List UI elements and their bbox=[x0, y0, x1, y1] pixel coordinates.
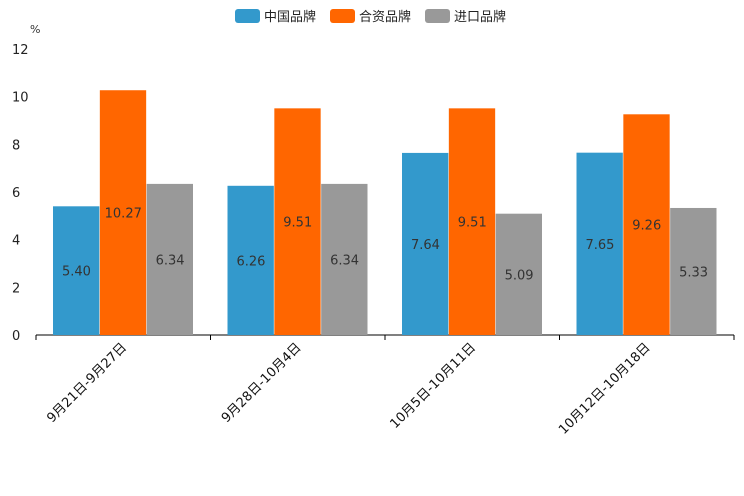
data-label: 5.09 bbox=[505, 268, 534, 283]
legend-label: 合资品牌 bbox=[359, 9, 411, 25]
bar-2 bbox=[274, 108, 321, 335]
y-tick-label: 6 bbox=[12, 186, 20, 201]
bar-3 bbox=[495, 213, 542, 335]
bar-1 bbox=[53, 206, 100, 335]
y-tick-label: 8 bbox=[12, 138, 20, 153]
data-label: 10.27 bbox=[105, 207, 142, 222]
bar-2 bbox=[623, 114, 670, 335]
bar-1 bbox=[576, 152, 623, 335]
data-label: 9.51 bbox=[283, 216, 312, 231]
data-label: 5.33 bbox=[679, 265, 708, 280]
legend-swatch-3 bbox=[425, 9, 450, 23]
x-tick-label: 10月5日-10月11日 bbox=[387, 340, 479, 432]
y-tick-label: 10 bbox=[12, 91, 29, 106]
legend-swatch-2 bbox=[330, 9, 355, 23]
bar-3 bbox=[321, 183, 368, 335]
data-label: 9.51 bbox=[458, 216, 487, 231]
legend-label: 中国品牌 bbox=[264, 9, 316, 25]
legend-swatch-1 bbox=[235, 9, 260, 23]
x-tick-label: 10月12日-10月18日 bbox=[556, 340, 653, 437]
data-label: 6.34 bbox=[156, 253, 185, 268]
y-axis-unit-label: % bbox=[30, 23, 40, 36]
data-label: 6.34 bbox=[330, 253, 359, 268]
bar-2 bbox=[99, 90, 147, 336]
data-label: 9.26 bbox=[632, 219, 661, 234]
x-tick-label: 9月21日-9月27日 bbox=[44, 340, 130, 426]
data-label: 7.65 bbox=[585, 238, 614, 253]
data-label: 7.64 bbox=[411, 238, 440, 253]
bar-1 bbox=[227, 185, 274, 335]
x-tick-label: 9月28日-10月4日 bbox=[219, 340, 305, 426]
bar-1 bbox=[402, 152, 449, 335]
bar-3 bbox=[146, 183, 193, 335]
y-tick-label: 12 bbox=[12, 43, 29, 58]
bar-3 bbox=[670, 207, 717, 335]
y-tick-label: 2 bbox=[12, 281, 20, 296]
data-label: 5.40 bbox=[62, 265, 91, 280]
legend-label: 进口品牌 bbox=[454, 9, 506, 25]
bar-2 bbox=[448, 108, 496, 335]
y-tick-label: 4 bbox=[12, 234, 20, 249]
y-tick-label: 0 bbox=[12, 329, 20, 344]
data-label: 6.26 bbox=[236, 254, 265, 269]
